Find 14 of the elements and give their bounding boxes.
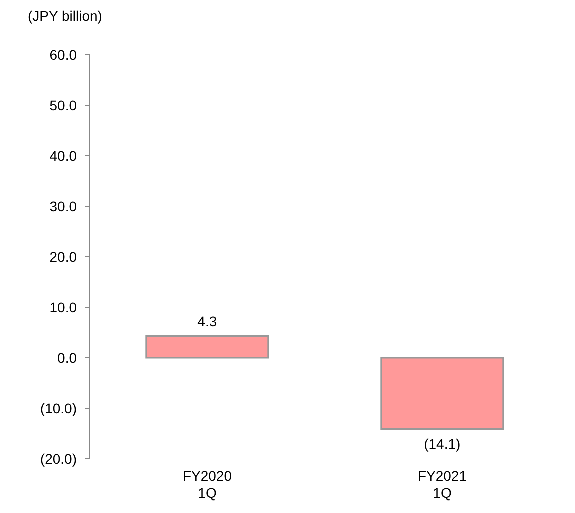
y-axis-title: (JPY billion) [28,8,102,24]
data-label: 4.3 [198,313,218,330]
y-tick-label: 50.0 [50,97,78,114]
y-tick-label: 20.0 [50,248,78,265]
data-label: (14.1) [424,436,461,452]
x-tick-label: FY2021 1Q [418,468,468,501]
y-tick-label: (10.0) [40,400,77,416]
y-tick-label: 40.0 [50,148,78,164]
x-tick-label: FY2020 1Q [182,468,232,501]
y-tick-label: 60.0 [50,46,78,63]
y-tick-label: 30.0 [50,198,78,214]
y-tick-label: 10.0 [50,299,78,316]
y-tick-label: (20.0) [40,450,77,467]
y-tick-label: 0.0 [58,350,78,366]
